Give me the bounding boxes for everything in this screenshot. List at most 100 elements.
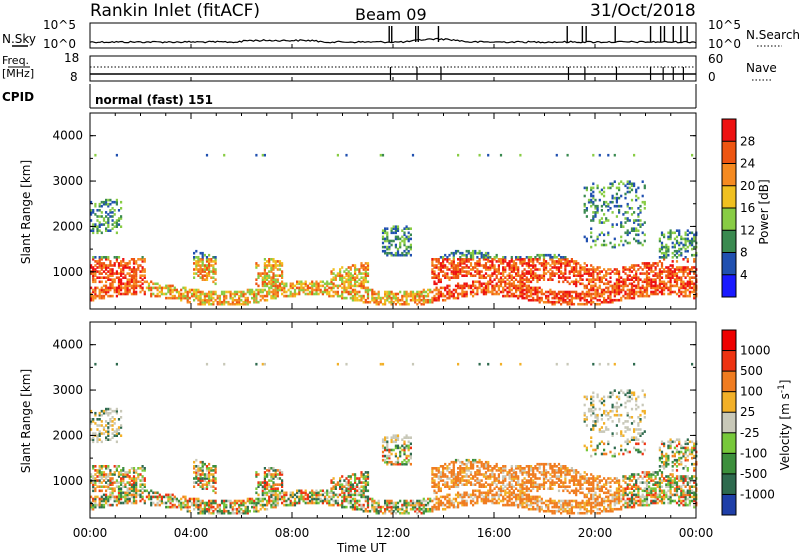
velocity-cell xyxy=(403,503,406,507)
power-cell xyxy=(564,292,567,296)
power-cell xyxy=(630,227,634,230)
power-cell xyxy=(596,186,599,190)
velocity-cell xyxy=(439,495,442,499)
power-cell xyxy=(592,200,595,204)
power-cell xyxy=(538,286,541,290)
velocity-cell xyxy=(276,499,279,503)
velocity-cell xyxy=(199,505,202,509)
power-cell xyxy=(592,276,595,279)
power-cell xyxy=(467,251,470,255)
power-cell xyxy=(457,274,460,277)
power-cell xyxy=(615,286,618,290)
power-cell xyxy=(641,290,644,294)
velocity-cell xyxy=(143,489,146,493)
velocity-cell xyxy=(92,465,95,468)
velocity-cell xyxy=(132,497,136,501)
power-cell xyxy=(298,280,301,284)
power-cell xyxy=(669,276,672,279)
power-cell xyxy=(390,227,393,230)
power-cell xyxy=(158,294,161,298)
power-cell xyxy=(515,258,518,261)
velocity-cell xyxy=(362,481,365,484)
power-cell xyxy=(493,256,496,259)
power-cell xyxy=(469,253,473,257)
power-cell xyxy=(326,288,329,292)
power-cell xyxy=(401,296,404,300)
power-cell xyxy=(281,262,284,265)
power-cell xyxy=(145,280,148,284)
power-cell xyxy=(143,292,146,296)
power-cell xyxy=(201,253,204,257)
velocity-cell xyxy=(347,481,350,484)
power-cell xyxy=(242,292,245,296)
power-cell xyxy=(332,282,335,286)
power-cell xyxy=(364,274,367,277)
power-cell xyxy=(167,284,170,288)
power-cell xyxy=(624,280,627,284)
velocity-cell xyxy=(354,499,357,503)
power-cell xyxy=(633,284,636,288)
velocity-cell xyxy=(384,440,387,444)
velocity-cell xyxy=(433,479,436,482)
velocity-cell xyxy=(124,485,127,488)
power-cell xyxy=(375,296,378,300)
power-cell xyxy=(493,284,496,288)
power-cell xyxy=(315,280,318,284)
power-cell xyxy=(611,196,614,200)
power-cell xyxy=(645,292,649,296)
power-cell xyxy=(633,219,636,222)
velocity-cell xyxy=(401,444,404,448)
velocity-cell xyxy=(278,471,282,474)
power-cell xyxy=(457,249,460,253)
power-cell xyxy=(388,247,391,251)
velocity-cell xyxy=(266,473,269,476)
power-cell xyxy=(635,290,638,294)
power-cell xyxy=(684,282,687,286)
power-cell xyxy=(444,288,447,292)
power-cell xyxy=(377,302,380,306)
power-cell xyxy=(446,292,449,296)
power-cell xyxy=(463,260,466,263)
power-cell xyxy=(624,184,627,188)
velocity-cell xyxy=(90,495,93,499)
power-cell xyxy=(658,270,661,273)
velocity-cell xyxy=(354,485,357,488)
velocity-cell xyxy=(330,497,333,501)
velocity-cell xyxy=(339,487,342,490)
velocity-cell xyxy=(390,505,393,509)
power-cell xyxy=(199,290,202,294)
power-cell xyxy=(201,298,204,302)
power-cell xyxy=(675,239,679,243)
power-cell xyxy=(208,274,211,277)
velocity-cell xyxy=(107,413,110,417)
velocity-cell xyxy=(396,507,400,511)
cpid-value: normal (fast) 151 xyxy=(95,93,213,107)
power-cell xyxy=(587,272,591,275)
velocity-cell xyxy=(205,475,209,478)
power-cell xyxy=(214,270,217,273)
power-cell xyxy=(448,292,451,296)
power-cell xyxy=(98,270,101,273)
power-cell xyxy=(220,292,224,296)
power-cell xyxy=(613,290,616,294)
power-cell xyxy=(180,292,183,296)
velocity-cell xyxy=(343,491,346,495)
power-cell xyxy=(658,239,661,243)
power-cell xyxy=(339,294,342,298)
velocity-cell xyxy=(257,501,260,505)
power-cell xyxy=(660,245,664,249)
velocity-cell xyxy=(205,467,209,470)
power-cell xyxy=(105,284,108,288)
power-cell xyxy=(549,276,552,279)
power-cell xyxy=(502,280,505,284)
velocity-cell xyxy=(105,475,108,478)
velocity-cell xyxy=(278,497,282,501)
velocity-cell xyxy=(386,505,389,509)
power-cell xyxy=(373,300,376,304)
power-cell xyxy=(319,288,322,292)
power-cell xyxy=(624,284,627,288)
velocity-cell xyxy=(356,485,359,488)
power-cell xyxy=(590,272,593,275)
power-cell xyxy=(472,266,475,269)
velocity-cell xyxy=(210,511,213,515)
